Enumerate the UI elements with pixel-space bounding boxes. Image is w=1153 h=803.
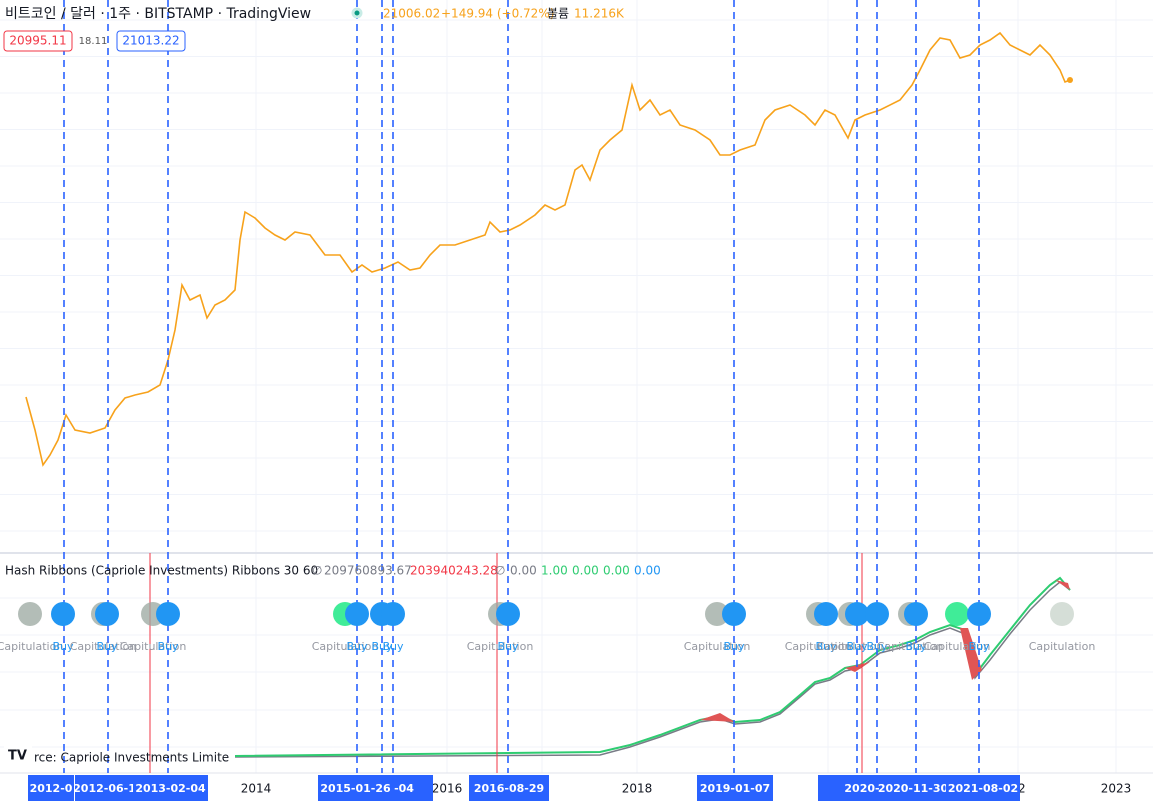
indicator-value: ∅ <box>495 564 505 578</box>
indicator-value: 0.00 <box>634 564 661 578</box>
capitulation-label: Capitulation <box>877 640 944 653</box>
date-tag <box>842 775 882 801</box>
date-tag-label: 2020- <box>844 782 879 795</box>
date-tag <box>882 775 944 801</box>
indicator-value: 0.00 <box>603 564 630 578</box>
date-tag-label: 2016-08-29 <box>474 782 544 795</box>
capitulation-label: Capitulation <box>817 640 884 653</box>
capitulation-marker <box>1050 602 1074 626</box>
buy-marker <box>381 602 405 626</box>
volume-label: 볼륨 <box>547 7 569 21</box>
capitulation-label: Capitulation <box>785 640 852 653</box>
buy-label: Buy <box>371 640 393 653</box>
date-tag <box>469 775 549 801</box>
date-tag-label: 2012-06-1 <box>73 782 136 795</box>
date-tag-label: 2020-11-30 <box>878 782 949 795</box>
buy-label: Buy <box>905 640 927 653</box>
date-tag-label: -04 <box>394 782 414 795</box>
date-tag-label: 2015-01-26 <box>320 782 391 795</box>
capitulation-label: Capitulation <box>0 640 63 653</box>
capitulation-label: Capitulation <box>120 640 187 653</box>
buy-label: Buy <box>157 640 179 653</box>
year-label: 2018 <box>622 782 653 796</box>
ask-price: 21013.22 <box>122 34 179 48</box>
date-tag <box>393 775 415 801</box>
capitulation-marker <box>945 602 969 626</box>
year-label: 2014 <box>241 782 272 796</box>
date-tag <box>28 775 74 801</box>
bid-price: 20995.11 <box>9 34 66 48</box>
buy-marker <box>51 602 75 626</box>
buy-marker <box>722 602 746 626</box>
capitulation-label: Capitulation <box>1029 640 1096 653</box>
capitulation-label: Capitulation <box>312 640 379 653</box>
signal-lines <box>63 0 980 773</box>
indicator-value: ∅ <box>312 564 322 578</box>
price-line <box>25 31 1071 467</box>
buy-label: Buy <box>52 640 74 653</box>
indicator-value: 0.00 <box>572 564 599 578</box>
last-price: 21006.02 <box>383 7 440 21</box>
symbol-title: 비트코인 / 달러 · 1주 · BITSTAMP · TradingView <box>5 6 311 22</box>
buy-label: Buy <box>723 640 745 653</box>
date-tag-label: 2013-02-04 <box>135 782 206 795</box>
date-tag <box>697 775 773 801</box>
buy-label: Buy <box>346 640 368 653</box>
date-tag-label: 2019-01-07 <box>700 782 770 795</box>
source-note: rce: Capriole Investments Limite <box>34 751 229 765</box>
spread: 18.11 <box>79 36 108 47</box>
date-tag-label: 2012-0 <box>30 782 73 795</box>
year-label: 2016 <box>432 782 463 796</box>
buy-marker <box>345 602 369 626</box>
buy-label: Buy <box>497 640 519 653</box>
indicator-name: Hash Ribbons (Capriole Investments) Ribb… <box>5 564 318 578</box>
buy-label: Buy <box>96 640 118 653</box>
buy-marker <box>814 602 838 626</box>
date-tag <box>318 775 393 801</box>
capitulation-label: Capitulation <box>924 640 991 653</box>
buy-marker <box>967 602 991 626</box>
market-status <box>351 7 363 19</box>
capitulation-label: Capitulation <box>70 640 137 653</box>
indicator-value: 0.00 <box>510 564 537 578</box>
buy-label: Buy <box>815 640 837 653</box>
buy-marker <box>865 602 889 626</box>
logo-bg <box>4 745 32 767</box>
tv-logo: TV <box>8 749 27 764</box>
date-tag <box>133 775 208 801</box>
date-tag <box>75 775 134 801</box>
buy-marker <box>845 602 869 626</box>
price-change: +149.94 (+0.72%) <box>441 7 554 21</box>
buy-marker <box>95 602 119 626</box>
buy-marker <box>904 602 928 626</box>
date-tag-label: 2021-08-02 <box>948 782 1018 795</box>
last-price-dot <box>1067 77 1073 83</box>
buy-label: Buy <box>866 640 888 653</box>
year-label: 2023 <box>1101 782 1132 796</box>
buy-label: Buy <box>382 640 404 653</box>
buy-label: Buy <box>846 640 868 653</box>
bid-box[interactable] <box>3 30 73 52</box>
buy-marker <box>496 602 520 626</box>
capitulation-marker <box>705 602 729 626</box>
grid <box>0 0 1153 773</box>
indicator-value: 209760893.67 <box>324 564 412 578</box>
capitulation-label: Capitulation <box>684 640 751 653</box>
buy-label: Buy <box>968 640 990 653</box>
indicator-value: 1.00 <box>541 564 568 578</box>
time-axis: 2014201672018202220232012-02012-06-12013… <box>28 775 1131 801</box>
buy-marker <box>156 602 180 626</box>
volume-value: 11.216K <box>574 7 625 21</box>
ask-box[interactable] <box>116 30 186 52</box>
capitulation-label: Capitulation <box>467 640 534 653</box>
capitulation-marker <box>18 602 42 626</box>
date-tag <box>946 775 1020 801</box>
indicator-value: 203940243.28 <box>410 564 498 578</box>
